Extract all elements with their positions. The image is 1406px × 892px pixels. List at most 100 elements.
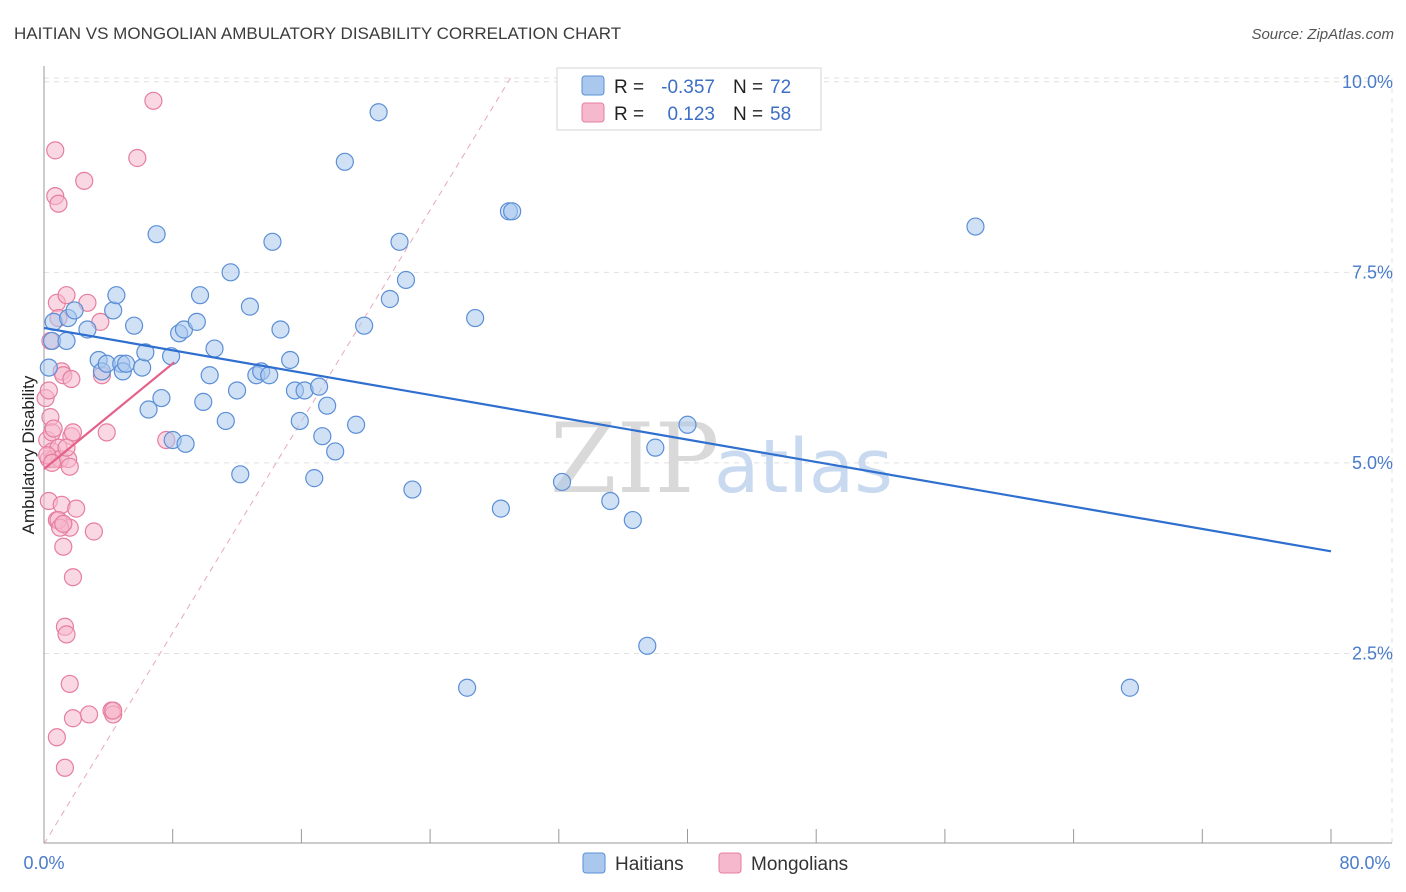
y-tick-label: 7.5% — [1352, 262, 1393, 282]
bottom-legend-swatch-haitians — [582, 852, 606, 874]
scatter-point — [65, 301, 84, 320]
scatter-point — [57, 331, 76, 351]
scatter-point — [152, 388, 171, 408]
source-label: Source: ZipAtlas.com — [1251, 26, 1394, 43]
bottom-legend-mongolians: Mongolians — [751, 854, 848, 875]
legend-n-value-1: 72 — [770, 77, 791, 98]
x-tick-label-min: 0.0% — [23, 853, 64, 873]
scatter-point — [458, 678, 477, 697]
scatter-point — [44, 419, 63, 438]
bottom-legend-haitians: Haitians — [615, 854, 684, 875]
scatter-point — [60, 457, 79, 476]
scatter-point — [623, 510, 642, 530]
scatter-point — [491, 499, 510, 518]
scatter-point — [116, 354, 136, 373]
legend-box: R = -0.357 N = 72 R = 0.123 N = 58 — [556, 67, 822, 131]
scatter-point — [60, 674, 79, 694]
scatter-point — [67, 499, 86, 518]
scatter-point — [187, 312, 206, 331]
legend-n-label-1: N = — [733, 77, 763, 98]
scatter-point — [39, 358, 58, 377]
scatter-point — [260, 366, 279, 385]
scatter-point — [176, 434, 195, 453]
scatter-point — [62, 369, 81, 389]
scatter-point — [227, 381, 247, 400]
mongolians-trend-line — [43, 361, 176, 470]
scatter-point — [139, 400, 158, 419]
scatter-point — [39, 381, 58, 400]
y-tick-label: 2.5% — [1352, 643, 1393, 663]
scatter-point — [552, 472, 572, 492]
scatter-point — [380, 289, 399, 309]
chart-title: HAITIAN VS MONGOLIAN AMBULATORY DISABILI… — [14, 24, 621, 43]
scatter-point — [646, 438, 665, 457]
scatter-point — [1120, 678, 1140, 697]
scatter-point — [240, 297, 260, 316]
scatter-point — [271, 320, 290, 339]
scatter-point — [355, 316, 374, 335]
reference-diagonal — [43, 77, 511, 845]
scatter-point — [54, 537, 73, 556]
scatter-point — [403, 480, 422, 499]
scatter-point — [369, 103, 388, 122]
haitians-points — [39, 103, 1140, 697]
scatter-point — [147, 225, 166, 244]
legend-r-value-2: 0.123 — [667, 104, 715, 125]
scatter-point — [63, 568, 83, 587]
legend-r-label-2: R = — [614, 104, 644, 125]
scatter-point — [124, 316, 144, 335]
scatter-point — [318, 396, 337, 415]
y-axis-label: Ambulatory Disability — [19, 375, 38, 534]
scatter-point — [216, 411, 235, 431]
scatter-point — [313, 427, 332, 446]
legend-r-label-1: R = — [614, 77, 644, 98]
watermark-atlas: atlas — [714, 424, 893, 510]
watermark: ZIP atlas — [550, 403, 893, 515]
scatter-point — [49, 194, 68, 213]
scatter-point — [104, 301, 123, 320]
scatter-point — [281, 350, 300, 370]
haitians-trend-line — [43, 326, 1332, 553]
scatter-point — [390, 232, 409, 251]
scatter-point — [305, 469, 324, 488]
y-tick-label: 5.0% — [1352, 453, 1393, 473]
scatter-point — [84, 522, 103, 541]
scatter-point — [144, 91, 163, 110]
scatter-point — [346, 415, 366, 434]
scatter-point — [194, 392, 213, 411]
scatter-point — [63, 423, 83, 442]
scatter-point — [47, 728, 66, 747]
scatter-point — [205, 339, 224, 358]
scatter-point — [190, 286, 210, 305]
bottom-legend-swatch-mongolians — [718, 852, 742, 874]
legend-swatch-mongolians — [581, 102, 605, 123]
scatter-point — [231, 465, 250, 484]
scatter-point — [601, 491, 620, 511]
y-tick-label: 10.0% — [1342, 72, 1393, 92]
bottom-legend: Haitians Mongolians — [582, 852, 848, 875]
scatter-point — [136, 343, 155, 362]
scatter-point — [57, 438, 76, 457]
scatter-point — [678, 415, 697, 434]
scatter-point — [503, 202, 522, 221]
scatter-point — [466, 308, 485, 328]
mongolians-points — [36, 91, 176, 777]
scatter-point — [97, 423, 116, 442]
scatter-point — [46, 141, 65, 160]
scatter-point — [128, 148, 147, 168]
scatter-point — [335, 152, 354, 171]
legend-n-label-2: N = — [733, 104, 763, 125]
scatter-point — [396, 270, 416, 290]
scatter-point — [290, 411, 309, 431]
scatter-point — [309, 377, 329, 396]
scatter-point — [63, 709, 83, 728]
scatter-point — [107, 286, 126, 305]
scatter-point — [57, 625, 76, 644]
y-tick-labels: 2.5% 5.0% 7.5% 10.0% — [1342, 72, 1393, 664]
scatter-point — [200, 366, 219, 385]
scatter-point — [966, 217, 985, 236]
legend-swatch-haitians — [581, 75, 605, 96]
x-tick-label-max: 80.0% — [1339, 853, 1390, 873]
scatter-point — [638, 636, 657, 655]
